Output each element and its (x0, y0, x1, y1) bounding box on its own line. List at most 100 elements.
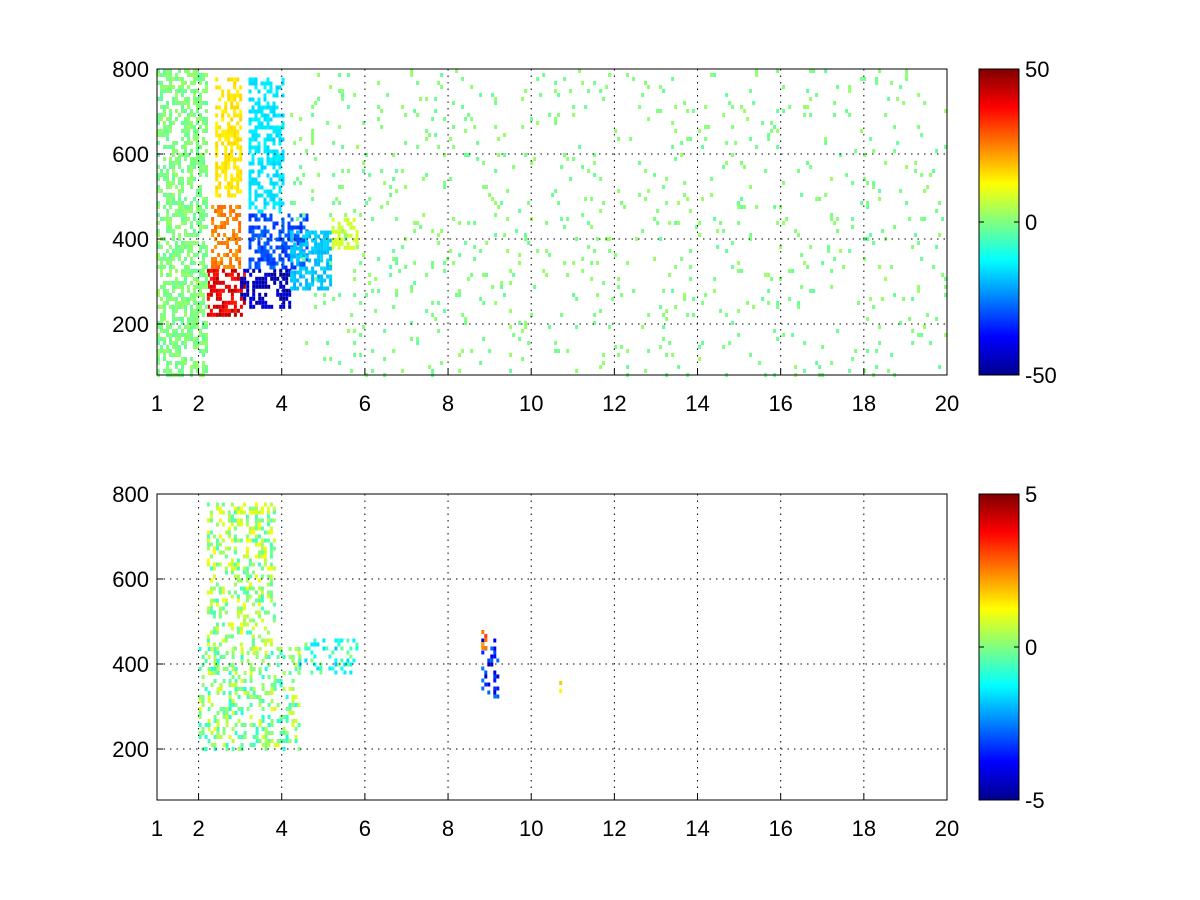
heatmap-cell (278, 237, 282, 242)
heatmap-cell (530, 313, 534, 317)
heatmap-cell (497, 153, 501, 157)
heatmap-cell (233, 185, 237, 190)
heatmap-cell (169, 145, 172, 149)
heatmap-cell (410, 285, 414, 289)
heatmap-cell (157, 205, 160, 209)
heatmap-cell (246, 268, 250, 273)
heatmap-cell (205, 325, 208, 329)
heatmap-cell (172, 345, 175, 349)
heatmap-cell (494, 213, 498, 217)
heatmap-cell (196, 325, 199, 329)
heatmap-cell (230, 177, 234, 182)
heatmap-cell (914, 233, 918, 237)
heatmap-cell (267, 304, 271, 309)
heatmap-cell (187, 321, 190, 325)
heatmap-cell (163, 125, 166, 129)
heatmap-cell (205, 73, 208, 77)
heatmap-cell (233, 566, 237, 571)
heatmap-cell (199, 217, 202, 221)
heatmap-cell (704, 293, 708, 297)
heatmap-cell (467, 113, 471, 117)
heatmap-cell (338, 361, 342, 365)
heatmap-cell (204, 723, 208, 727)
heatmap-cell (178, 89, 181, 93)
heatmap-cell (326, 258, 330, 263)
heatmap-cell (269, 117, 273, 122)
heatmap-cell (178, 349, 181, 353)
heatmap-cell (359, 353, 363, 357)
heatmap-cell (190, 225, 193, 229)
heatmap-cell (231, 747, 235, 751)
heatmap-cell (181, 109, 184, 113)
heatmap-cell (193, 129, 196, 133)
heatmap-cell (863, 153, 867, 157)
heatmap-cell (302, 286, 306, 291)
heatmap-cell (776, 337, 780, 341)
heatmap-cell (353, 329, 357, 333)
heatmap-cell (237, 719, 241, 723)
heatmap-cell (857, 301, 861, 305)
heatmap-cell (263, 117, 267, 122)
heatmap-cell (222, 679, 226, 683)
heatmap-cell (236, 137, 240, 142)
heatmap-cell (216, 667, 220, 671)
heatmap-cell (245, 586, 249, 591)
heatmap-cell (334, 638, 338, 643)
heatmap-cell (701, 197, 705, 201)
heatmap-cell (236, 165, 240, 170)
heatmap-cell (920, 333, 924, 337)
heatmap-cell (169, 129, 172, 133)
heatmap-cell (242, 272, 246, 277)
heatmap-cell (235, 249, 239, 253)
heatmap-cell (215, 153, 219, 158)
heatmap-cell (157, 349, 160, 353)
heatmap-cell (806, 161, 810, 165)
heatmap-cell (767, 137, 771, 141)
heatmap-cell (317, 234, 321, 239)
heatmap-cell (332, 201, 336, 205)
heatmap-cell (285, 268, 289, 273)
heatmap-cell (899, 321, 903, 325)
heatmap-cell (160, 81, 163, 85)
heatmap-cell (160, 117, 163, 121)
heatmap-cell (343, 245, 347, 250)
heatmap-cell (196, 361, 199, 365)
heatmap-cell (251, 618, 255, 623)
heatmap-cell (599, 365, 603, 369)
heatmap-cell (809, 289, 813, 293)
heatmap-cell (334, 658, 338, 663)
heatmap-cell (205, 305, 208, 309)
heatmap-cell (199, 249, 202, 253)
heatmap-cell (207, 695, 211, 699)
heatmap-cell (310, 670, 314, 675)
heatmap-cell (316, 666, 320, 671)
heatmap-cell (193, 321, 196, 325)
heatmap-cell (221, 133, 225, 138)
heatmap-cell (196, 109, 199, 113)
heatmap-cell (902, 297, 906, 301)
heatmap-cell (905, 73, 909, 77)
heatmap-cell (233, 165, 237, 170)
heatmap-cell (254, 109, 258, 114)
heatmap-cell (239, 109, 243, 114)
heatmap-cell (261, 304, 265, 309)
heatmap-cell (209, 602, 213, 607)
heatmap-cell (217, 261, 221, 265)
heatmap-cell (236, 169, 240, 174)
heatmap-cell (196, 253, 199, 257)
heatmap-cell (193, 125, 196, 129)
heatmap-cell (267, 691, 271, 695)
heatmap-cell (293, 265, 297, 270)
heatmap-cell (294, 663, 298, 667)
colorbar-tick-label: 50 (1025, 57, 1049, 82)
heatmap-cell (239, 642, 243, 647)
heatmap-cell (731, 321, 735, 325)
heatmap-cell (202, 157, 205, 161)
heatmap-cell (187, 217, 190, 221)
heatmap-cell (172, 101, 175, 105)
heatmap-cell (245, 518, 249, 523)
heatmap-cell (533, 285, 537, 289)
heatmap-cell (246, 288, 250, 293)
heatmap-cell (644, 369, 648, 373)
heatmap-cell (237, 675, 241, 679)
